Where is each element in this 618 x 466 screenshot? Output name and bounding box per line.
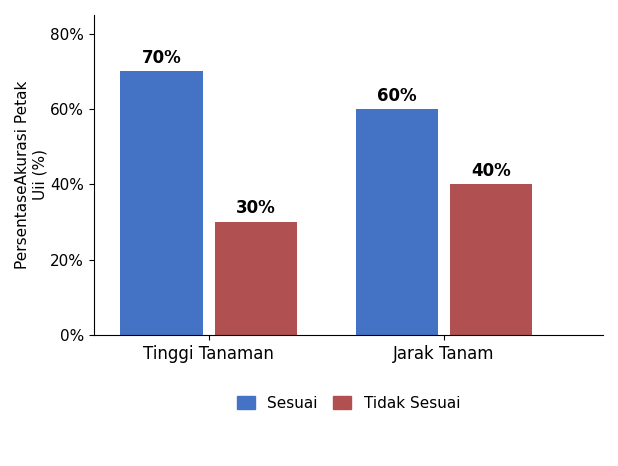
Bar [356,109,438,335]
Bar [214,222,297,335]
Bar [450,185,532,335]
Legend: Sesuai, Tidak Sesuai: Sesuai, Tidak Sesuai [231,390,466,417]
Text: 60%: 60% [377,87,417,104]
Y-axis label: PersentaseAkurasi Petak
Uii (%): PersentaseAkurasi Petak Uii (%) [15,81,48,269]
Text: 30%: 30% [236,199,276,218]
Bar [121,71,203,335]
Text: 70%: 70% [142,49,182,67]
Text: 40%: 40% [472,162,511,180]
